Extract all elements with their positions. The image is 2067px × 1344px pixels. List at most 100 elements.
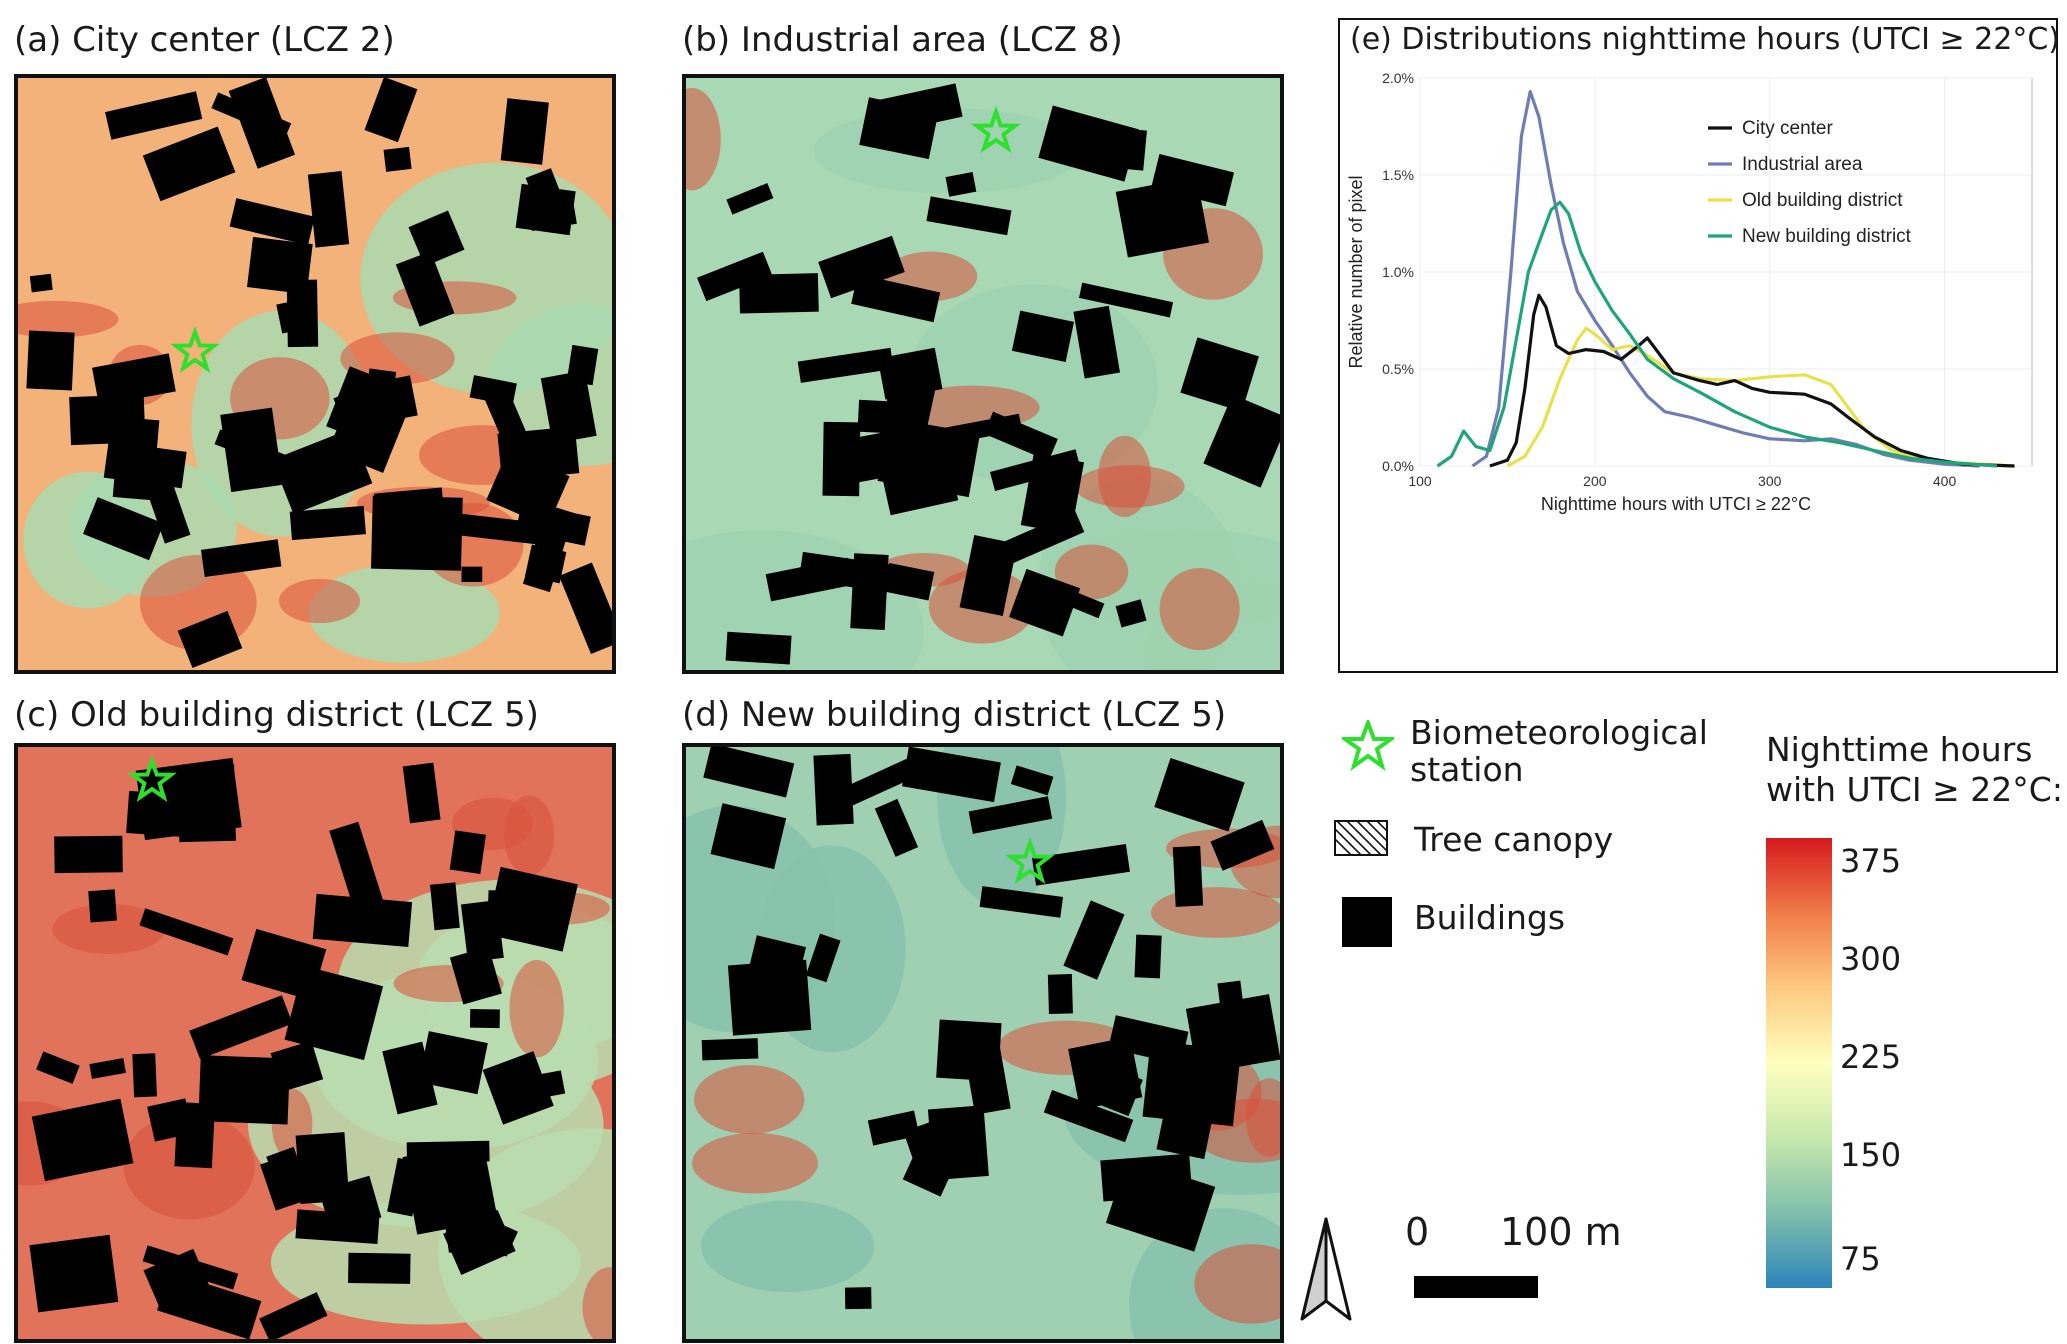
open-space-patch xyxy=(23,471,153,609)
building-footprint xyxy=(979,886,1064,918)
building-footprint xyxy=(142,1245,239,1290)
legend-entry-label: New building district xyxy=(1742,226,1912,247)
colorbar-title-2: with UTCI ≥ 22°C: xyxy=(1766,770,2063,809)
map-industrial-area xyxy=(682,74,1284,674)
building-footprint xyxy=(29,273,53,293)
legend-tree-label: Tree canopy xyxy=(1414,820,1614,859)
building-footprint xyxy=(105,91,203,140)
building-footprint xyxy=(945,171,977,197)
building-footprint xyxy=(461,566,483,583)
colorbar-tick-225: 225 xyxy=(1840,1038,1902,1076)
building-footprint xyxy=(440,511,542,545)
colorbar-tick-300: 300 xyxy=(1840,940,1902,978)
building-footprint xyxy=(289,505,366,541)
building-footprint xyxy=(198,1055,291,1125)
building-footprint xyxy=(1100,1153,1193,1202)
building-footprint xyxy=(132,1053,157,1098)
building-footprint xyxy=(36,1051,80,1084)
warm-patch xyxy=(340,332,455,385)
building-footprint xyxy=(318,1175,382,1232)
building-footprint xyxy=(383,146,412,172)
station-star-icon xyxy=(1342,720,1394,771)
building-footprint xyxy=(371,495,463,571)
warm-patch xyxy=(694,1065,805,1135)
building-footprint xyxy=(229,198,315,246)
building-footprint xyxy=(402,762,441,824)
building-footprint xyxy=(83,497,164,561)
building-footprint xyxy=(559,562,612,655)
building-footprint xyxy=(1043,1089,1134,1143)
building-footprint xyxy=(31,1098,134,1182)
panel-d-title: (d) New building district (LCZ 5) xyxy=(682,695,1227,735)
building-footprint xyxy=(927,1105,989,1181)
building-footprint xyxy=(926,196,1012,236)
x-tick-label: 200 xyxy=(1583,473,1607,489)
colorbar-gradient xyxy=(1766,838,1832,1288)
building-footprint xyxy=(710,803,787,870)
panel-b-title: (b) Industrial area (LCZ 8) xyxy=(682,20,1123,60)
building-footprint xyxy=(883,562,935,601)
building-footprint xyxy=(1210,819,1275,871)
building-footprint xyxy=(726,183,774,215)
building-footprint xyxy=(703,747,795,798)
panel-e-title: (e) Distributions nighttime hours (UTCI … xyxy=(1350,22,2061,57)
legend-entry-label: Old building district xyxy=(1742,190,1903,211)
building-footprint xyxy=(874,798,919,857)
legend-station-label-1: Biometeorological xyxy=(1410,713,1708,752)
building-footprint xyxy=(89,1058,126,1079)
series-line-industrial-area xyxy=(1471,90,1980,468)
legend-entry-label: City center xyxy=(1742,118,1833,139)
building-footprint xyxy=(805,933,841,983)
warm-patch xyxy=(691,1132,819,1194)
panel-c-title: (c) Old building district (LCZ 5) xyxy=(14,695,539,735)
building-footprint xyxy=(286,279,319,348)
building-footprint xyxy=(1020,453,1085,535)
building-footprint xyxy=(29,1234,119,1313)
scalebar-zero-label: 0 xyxy=(1405,1210,1430,1254)
building-footprint xyxy=(798,551,891,593)
building-footprint xyxy=(307,171,350,248)
map-industrial-area-raster xyxy=(686,78,1280,670)
building-footprint xyxy=(1115,176,1210,258)
distribution-chart: 100 200 300 400 0.0% 0.5% 1.0% 1.5% 2.0% Nighttim… xyxy=(1346,70,2033,514)
colorbar-tick-150: 150 xyxy=(1840,1136,1902,1174)
colorbar-tick-375: 375 xyxy=(1840,842,1902,880)
map-city-center xyxy=(14,74,616,674)
building-footprint xyxy=(525,544,567,584)
warm-patch xyxy=(1074,465,1185,508)
warm-patch xyxy=(686,87,721,191)
building-footprint xyxy=(1010,765,1054,796)
y-tick-label: 1.5% xyxy=(1382,167,1414,183)
building-footprint xyxy=(1134,934,1162,979)
building-footprint xyxy=(959,535,1018,617)
building-footprint xyxy=(1031,844,1130,886)
building-footprint xyxy=(430,882,460,931)
building-footprint xyxy=(329,821,383,909)
building-footprint xyxy=(418,1031,488,1095)
building-footprint xyxy=(936,1019,1002,1082)
building-footprint xyxy=(348,1252,411,1284)
building-footprint xyxy=(228,78,296,169)
building-footprint xyxy=(818,235,905,299)
building-footprint xyxy=(449,830,486,874)
building-footprint xyxy=(246,236,313,295)
legend-buildings-label: Buildings xyxy=(1414,898,1566,937)
map-old-building-district xyxy=(14,743,616,1343)
series-line-new-building-district xyxy=(1436,200,1998,468)
building-footprint xyxy=(177,610,243,668)
building-footprint xyxy=(157,1272,262,1339)
y-tick-label: 1.0% xyxy=(1382,264,1414,280)
map-new-building-district-raster xyxy=(686,747,1280,1339)
station-marker-icon xyxy=(127,754,177,803)
building-footprint xyxy=(1068,1036,1143,1110)
x-tick-label: 400 xyxy=(1933,473,1957,489)
building-footprint xyxy=(1011,310,1075,362)
building-footprint xyxy=(1038,105,1139,182)
building-footprint xyxy=(497,426,580,481)
building-footprint xyxy=(739,273,819,314)
building-footprint xyxy=(241,928,327,1001)
building-footprint xyxy=(1009,568,1081,637)
building-footprint xyxy=(813,753,854,826)
building-footprint xyxy=(147,1098,194,1142)
building-footprint xyxy=(408,210,465,267)
